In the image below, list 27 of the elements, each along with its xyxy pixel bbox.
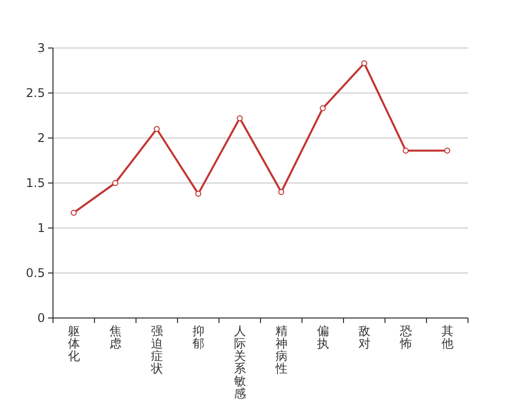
x-tick-label: 躯体化 [68, 324, 80, 363]
x-tick-label: 精神病性 [274, 324, 288, 376]
x-tick-label: 焦虑 [109, 324, 122, 350]
x-tick-label: 抑郁 [192, 324, 204, 350]
point [278, 189, 284, 195]
y-tick-label: 3 [37, 41, 45, 55]
point [320, 105, 326, 112]
y-tick-label: 2.5 [26, 86, 45, 100]
y-tick-label: 0 [37, 311, 45, 325]
point [112, 180, 118, 186]
point [361, 60, 368, 66]
point [195, 190, 202, 197]
point [402, 148, 409, 154]
y-tick-label: 2 [37, 131, 45, 145]
x-tick-label: 人际关系敏感 [234, 324, 246, 400]
point [236, 115, 243, 122]
x-tick-label: 偏执 [316, 324, 329, 350]
y-tick-label: 0.5 [26, 266, 45, 280]
x-tick-label: 恐怖 [398, 324, 412, 350]
x-tick-label: 强迫症状 [150, 324, 163, 376]
point [70, 210, 77, 216]
y-tick-label: 1.5 [26, 176, 45, 190]
y-tick-label: 1 [37, 221, 45, 235]
x-tick-label: 其他 [441, 324, 454, 350]
x-tick-label: 敌对 [358, 324, 370, 350]
point [444, 148, 450, 154]
point [154, 126, 160, 132]
